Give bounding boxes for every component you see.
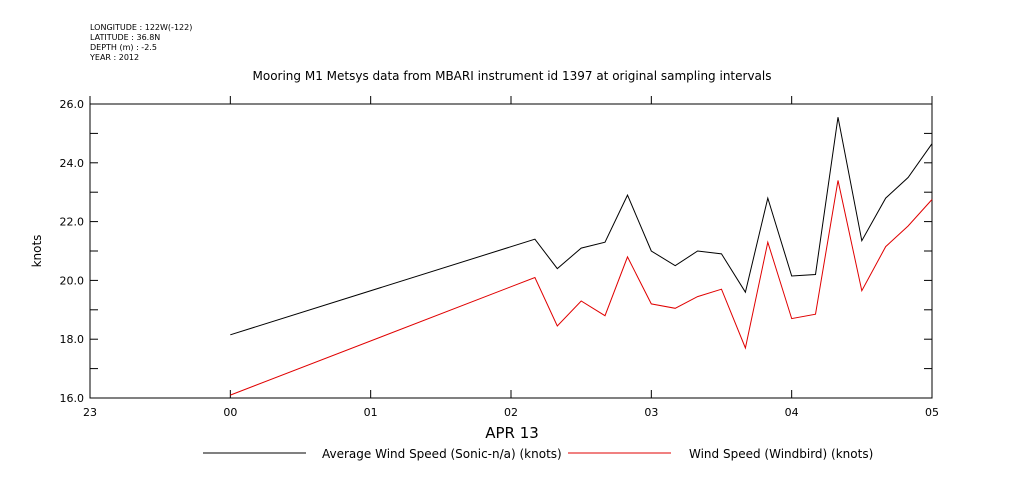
y-tick-label: 18.0 bbox=[60, 333, 85, 346]
series-line-average-wind-speed bbox=[230, 117, 933, 336]
y-tick-label: 24.0 bbox=[60, 157, 85, 170]
legend-label-windbird-wind-speed: Wind Speed (Windbird) (knots) bbox=[689, 447, 873, 461]
x-tick-label: 04 bbox=[785, 406, 799, 419]
x-tick-label: 05 bbox=[925, 406, 939, 419]
legend-label-average-wind-speed: Average Wind Speed (Sonic-n/a) (knots) bbox=[322, 447, 562, 461]
x-tick-label: 00 bbox=[223, 406, 237, 419]
longitude-text: LONGITUDE : 122W(-122) bbox=[90, 23, 192, 32]
x-axis-label: APR 13 bbox=[485, 424, 539, 442]
depth-text: DEPTH (m) : -2.5 bbox=[90, 43, 157, 52]
y-tick-label: 26.0 bbox=[60, 98, 85, 111]
y-axis-label: knots bbox=[30, 235, 44, 268]
series-group bbox=[230, 117, 933, 396]
x-tick-label: 23 bbox=[83, 406, 97, 419]
year-text: YEAR : 2012 bbox=[89, 53, 139, 62]
metadata-block: LONGITUDE : 122W(-122) LATITUDE : 36.8N … bbox=[89, 23, 192, 62]
x-tick-label: 03 bbox=[644, 406, 658, 419]
x-axis: 23 00 01 02 03 04 05 bbox=[83, 96, 939, 419]
y-tick-label: 20.0 bbox=[60, 274, 85, 287]
x-tick-label: 02 bbox=[504, 406, 518, 419]
latitude-text: LATITUDE : 36.8N bbox=[90, 33, 160, 42]
legend: Average Wind Speed (Sonic-n/a) (knots) W… bbox=[203, 447, 873, 461]
plot-frame bbox=[89, 103, 933, 399]
y-tick-label: 22.0 bbox=[60, 216, 85, 229]
y-axis: 16.0 18.0 20.0 22.0 24.0 26.0 bbox=[60, 98, 932, 405]
series-line-windbird-wind-speed bbox=[230, 180, 933, 396]
y-tick-label: 16.0 bbox=[60, 392, 85, 405]
chart-title: Mooring M1 Metsys data from MBARI instru… bbox=[253, 69, 772, 83]
x-tick-label: 01 bbox=[364, 406, 378, 419]
